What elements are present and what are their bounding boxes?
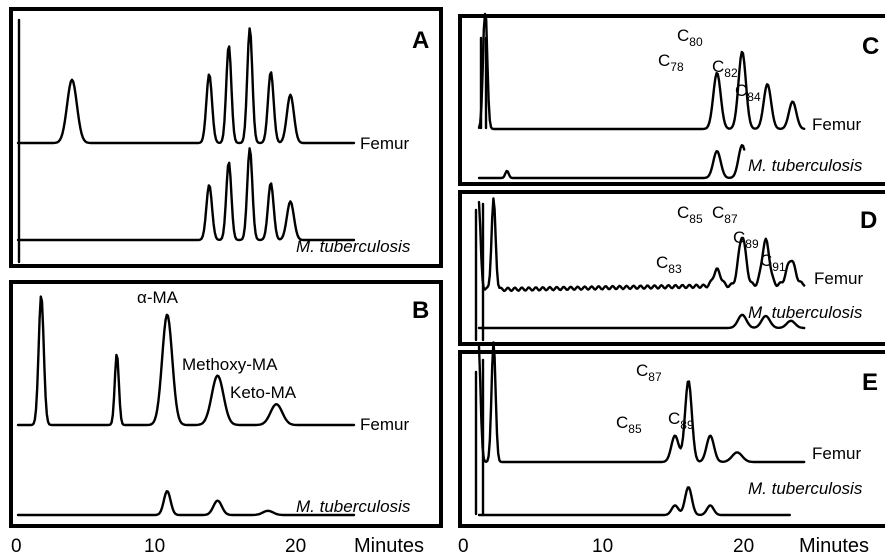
c82-label: C82	[712, 57, 738, 80]
left-tick-0: 0	[11, 536, 22, 554]
panel-a-femur-trace	[16, 27, 356, 145]
c85-d-label: C85	[677, 203, 703, 226]
panel-e-femur-label: Femur	[812, 444, 861, 463]
panel-a-mtb-label: M. tuberculosis	[296, 237, 411, 256]
right-tick-20: 20	[733, 536, 754, 554]
panel-d-frame	[458, 190, 885, 346]
panel-e-mtb-trace	[477, 486, 791, 517]
panel-c-mtb-trace	[477, 144, 746, 180]
panel-c-mtb-label: M. tuberculosis	[748, 156, 863, 175]
keto-ma-label: Keto-MA	[230, 383, 297, 402]
panel-c-frame	[458, 14, 885, 186]
panel-d-letter: D	[860, 207, 877, 234]
right-tick-0: 0	[458, 536, 469, 554]
panel-b-femur-label: Femur	[360, 415, 409, 434]
right-axis-title: Minutes	[799, 535, 869, 554]
methoxy-ma-label: Methoxy-MA	[182, 355, 278, 374]
c89-e-label: C89	[668, 409, 694, 432]
panel-e-letter: E	[862, 369, 878, 396]
c83-label: C83	[656, 253, 682, 276]
panel-e-mtb-label: M. tuberculosis	[748, 479, 863, 498]
panel-a-mtb-trace	[16, 147, 356, 242]
left-axis-title: Minutes	[354, 535, 424, 554]
c80-label: C80	[677, 26, 703, 49]
panel-d-femur-trace	[477, 197, 806, 293]
panel-a-letter: A	[412, 27, 429, 54]
panel-b-letter: B	[412, 297, 429, 324]
panel-c-femur-trace	[477, 12, 806, 131]
panel-d-mtb-label: M. tuberculosis	[748, 303, 863, 322]
alpha-ma-label: α-MA	[137, 288, 179, 307]
panel-a-frame	[9, 7, 443, 268]
panel-b-frame	[9, 280, 443, 528]
panel-d-mtb-trace	[477, 313, 806, 330]
c91-label: C91	[760, 251, 786, 274]
left-tick-10: 10	[144, 536, 165, 554]
panel-a-femur-label: Femur	[360, 134, 409, 153]
right-tick-10: 10	[592, 536, 613, 554]
panel-d-femur-label: Femur	[814, 269, 863, 288]
c87-e-label: C87	[636, 361, 662, 384]
panel-c-letter: C	[862, 33, 879, 60]
c84-label: C84	[735, 81, 761, 104]
panel-e-frame	[458, 350, 885, 528]
c85-e-label: C85	[616, 413, 642, 436]
panel-e-femur-trace	[477, 341, 806, 464]
panel-b-femur-trace	[16, 295, 356, 427]
panel-b-mtb-label: M. tuberculosis	[296, 497, 411, 516]
c87-d-label: C87	[712, 203, 738, 226]
c78-label: C78	[658, 51, 684, 74]
left-tick-20: 20	[285, 536, 306, 554]
panel-b-mtb-trace	[16, 490, 356, 517]
c89-d-label: C89	[733, 228, 759, 251]
panel-c-femur-label: Femur	[812, 115, 861, 134]
